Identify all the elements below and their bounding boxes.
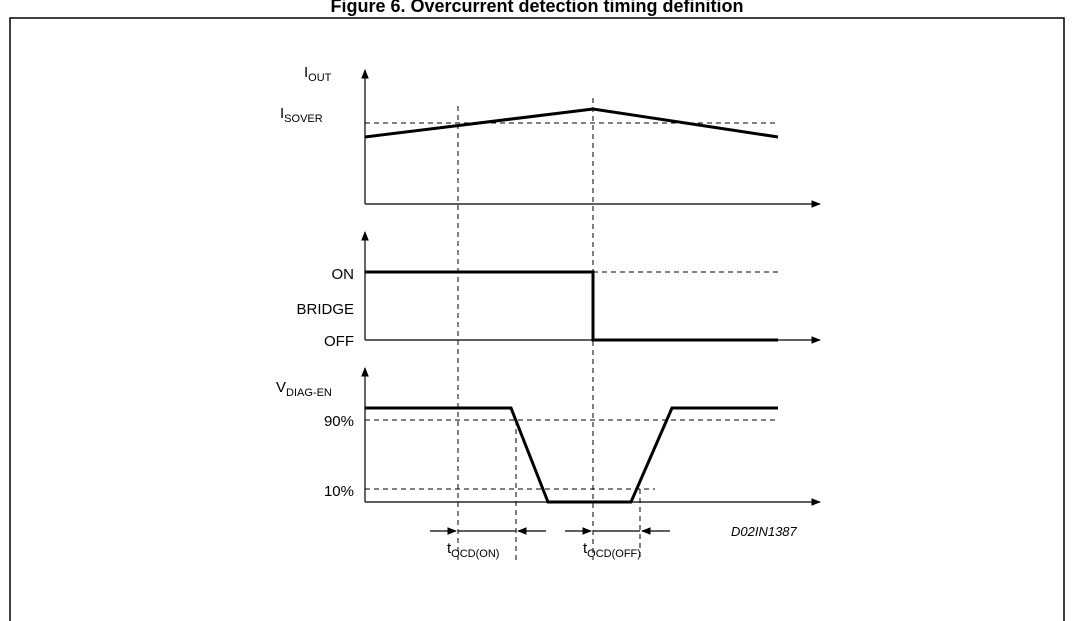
bridge-off-label: OFF: [324, 333, 354, 350]
bridge-waveform: [365, 270, 778, 342]
t-ocd-on-label: tOCD(ON): [447, 540, 499, 560]
vdiag-90-label: 90%: [324, 413, 354, 430]
diagram-code: D02IN1387: [731, 524, 798, 539]
bridge-on-label: ON: [332, 266, 355, 283]
figure-title: Figure 6. Overcurrent detection timing d…: [330, 0, 743, 16]
iout-axis-label: IOUT: [304, 64, 332, 84]
vdiag-panel: VDIAG-EN 90% 10%: [276, 367, 821, 506]
iout-panel: IOUT ISOVER: [280, 64, 821, 208]
vdiag-axis-label: VDIAG-EN: [276, 379, 332, 399]
bridge-panel: ON BRIDGE OFF: [296, 231, 821, 350]
bridge-name-label: BRIDGE: [296, 301, 354, 318]
figure-frame: [9, 17, 1065, 621]
timing-reference-lines: [457, 98, 641, 560]
t-ocd-off-label: tOCD(OFF): [583, 540, 641, 560]
vdiag-waveform: [365, 406, 778, 504]
vdiag-10-label: 10%: [324, 483, 354, 500]
isover-label: ISOVER: [280, 105, 323, 125]
